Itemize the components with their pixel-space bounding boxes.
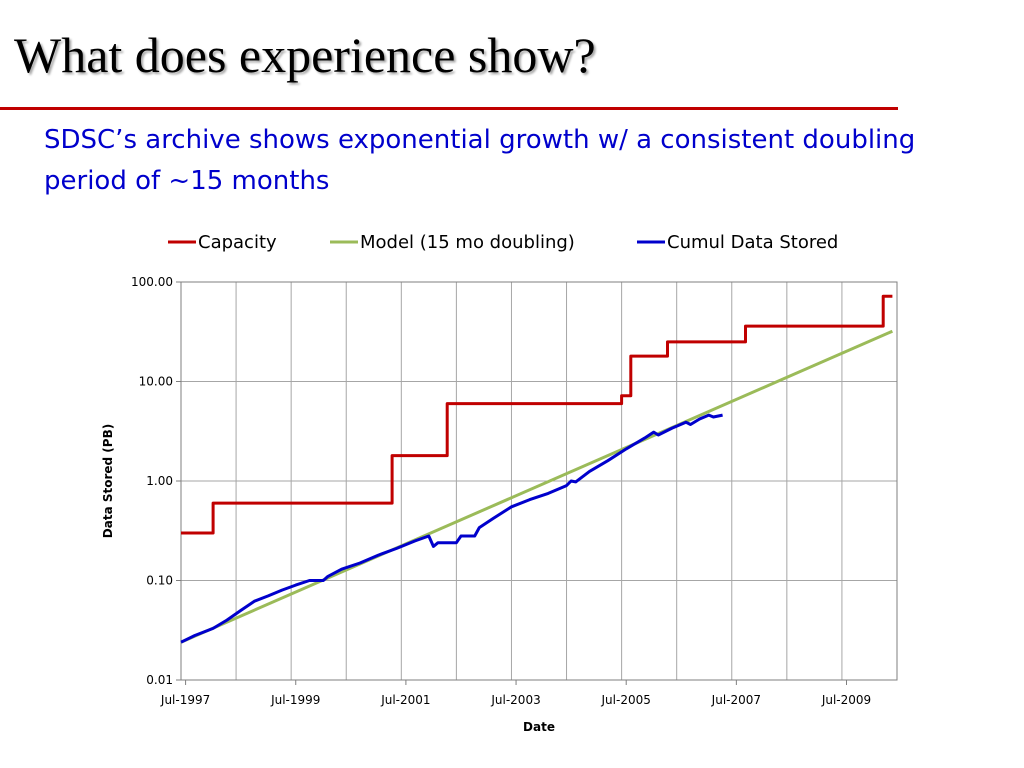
x-tick-label: Jul-2003 — [490, 693, 540, 707]
legend-label-cumul-data-stored: Cumul Data Stored — [667, 232, 838, 253]
legend-label-capacity: Capacity — [198, 232, 277, 253]
x-tick-label: Jul-1999 — [270, 693, 320, 707]
x-axis-title: Date — [523, 720, 555, 734]
y-tick-label: 0.10 — [146, 574, 173, 588]
series-line-model-15-mo-doubling — [180, 329, 894, 644]
y-tick-label: 10.00 — [139, 375, 173, 389]
y-axis-title: Data Stored (PB) — [101, 424, 115, 538]
legend-label-model-15-mo-doubling: Model (15 mo doubling) — [360, 232, 575, 253]
slide-title: What does experience show? — [14, 27, 596, 83]
y-tick-label: 100.00 — [131, 275, 173, 289]
x-tick-label: Jul-2007 — [711, 693, 761, 707]
x-tick-label: Jul-1997 — [160, 693, 210, 707]
slide-subtitle: SDSC’s archive shows exponential growth … — [44, 125, 916, 196]
series-line-cumul-data-stored — [180, 413, 723, 644]
x-tick-label: Jul-2009 — [821, 693, 871, 707]
chart-gridlines — [181, 281, 897, 681]
y-tick-label: 1.00 — [146, 474, 173, 488]
series-line-capacity — [181, 294, 893, 535]
x-tick-label: Jul-2005 — [601, 693, 651, 707]
chart-series — [180, 294, 894, 644]
x-tick-label: Jul-2001 — [380, 693, 430, 707]
title-underline — [0, 107, 898, 110]
y-tick-label: 0.01 — [146, 673, 173, 687]
chart-legend: Capacity Model (15 mo doubling) Cumul Data… — [168, 232, 838, 253]
y-axis-ticks: 100.00 10.00 1.00 0.10 0.01 — [131, 275, 181, 687]
x-axis-ticks: Jul-1997 Jul-1999 Jul-2001 Jul-2003 Jul-2005… — [160, 680, 871, 707]
